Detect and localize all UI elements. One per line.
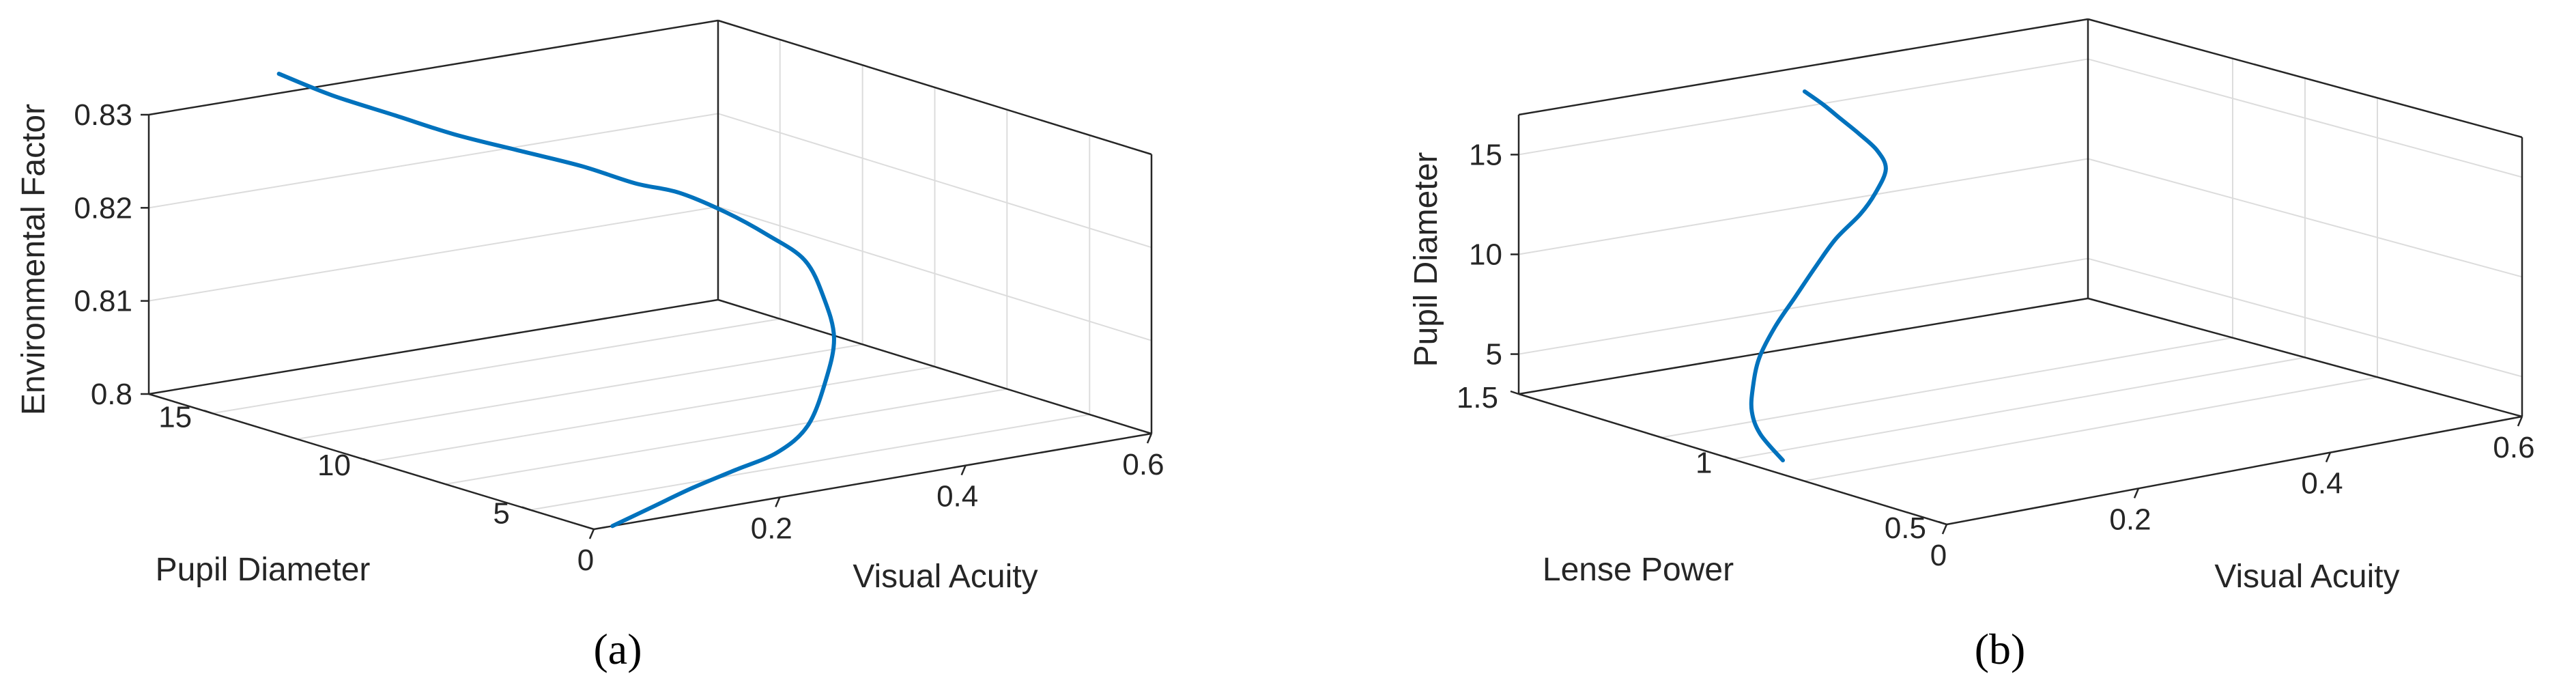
chart-b-tick-y-0	[1938, 520, 1947, 526]
chart-b-ytick-label-2: 1.5	[1457, 381, 1498, 414]
chart-a-zlabel: Environmental Factor	[16, 104, 52, 415]
chart-b-grid-z-back-left-0	[1518, 257, 2089, 355]
chart-a-xtick-label-3: 0.6	[1122, 448, 1164, 481]
chart-a-edge-top-right	[717, 19, 1152, 156]
chart-b-grid-y-floor-1	[1732, 356, 2306, 460]
chart-b-tick-y-2	[1510, 390, 1519, 395]
chart-b-axis-x-line	[1946, 415, 2523, 526]
chart-b-edge-floor-back-right	[2087, 297, 2523, 418]
chart-b-grid-z-back-right-1	[2087, 158, 2523, 278]
chart-b-ztick-label-2: 15	[1469, 138, 1502, 171]
chart-b-grid-x-floor-1	[1661, 337, 2233, 438]
chart-a-grid-y-floor-0	[530, 414, 1090, 511]
chart-b-ztick-label-0: 5	[1486, 338, 1502, 371]
chart-a-tick-x-0	[588, 529, 595, 539]
chart-a-xtick-label-0: 0	[577, 544, 594, 577]
chart-b: 0 0.2 0.4 0.6 0.5 1 1.5 5 10 15 Visual Acuity Lense…	[1408, 18, 2535, 595]
chart-a: 0 0.2 0.4 0.6 5 10 15 0.8 0.81 0.82 0.83 Visual Acu…	[16, 19, 1164, 595]
chart-b-xtick-label-3: 0.6	[2493, 431, 2534, 464]
chart-b-edge-floor-back-left	[1518, 297, 2089, 395]
chart-a-ztick-label-0: 0.8	[91, 378, 132, 411]
chart-b-xtick-label-0: 0	[1930, 539, 1947, 572]
chart-b-ztick-label-1: 10	[1469, 238, 1502, 272]
chart-a-grid-y-floor-2	[212, 318, 780, 414]
chart-b-grid-z-back-right-2	[2087, 58, 2523, 178]
chart-a-grid-x-floor-2	[445, 388, 1007, 485]
chart-b-ytick-label-0: 0.5	[1885, 511, 1926, 545]
chart-a-grid-x-floor-1	[297, 343, 863, 440]
chart-b-ytick-label-1: 1	[1695, 447, 1712, 480]
chart-a-tick-x-2	[960, 465, 967, 476]
chart-b-grid-z-back-left-2	[1518, 58, 2089, 156]
chart-b-tick-x-1	[2133, 488, 2140, 498]
chart-a-grid-z-back-right-2	[717, 113, 1152, 249]
chart-a-grid-y-floor-1	[371, 366, 935, 462]
chart-a-ylabel: Pupil Diameter	[156, 552, 371, 588]
chart-b-series-line-0	[1749, 89, 1888, 463]
chart-a-grid-z-back-right-1	[717, 206, 1152, 341]
chart-b-edge-top-left	[1518, 18, 2089, 116]
chart-a-ztick-label-3: 0.83	[74, 98, 132, 132]
chart-b-xtick-label-1: 0.2	[2109, 503, 2151, 536]
chart-a-tick-x-1	[775, 496, 781, 507]
chart-b-edge-top-right	[2087, 18, 2523, 139]
chart-a-xtick-label-2: 0.4	[936, 480, 978, 514]
chart-b-tick-x-0	[1941, 524, 1948, 535]
chart-b-xlabel: Visual Acuity	[2214, 559, 2399, 595]
chart-a-series-line-0	[276, 72, 836, 529]
chart-a-tick-y-0	[521, 506, 531, 511]
chart-a-ytick-label-2: 15	[158, 400, 192, 434]
chart-b-grid-z-back-right-0	[2087, 257, 2523, 378]
chart-a-tick-y-1	[362, 458, 372, 463]
chart-a-grid-z-back-left-2	[148, 113, 719, 209]
panel-label-b: (b)	[1975, 625, 2026, 673]
chart-a-edge-top-left	[148, 19, 719, 116]
chart-a-grid-z-back-left-1	[148, 206, 719, 302]
chart-a-xtick-label-1: 0.2	[751, 511, 792, 545]
panel-label-a: (a)	[593, 625, 642, 673]
chart-a-ztick-label-1: 0.81	[74, 285, 132, 318]
chart-b-grid-z-back-left-1	[1518, 158, 2089, 255]
chart-a-ztick-label-2: 0.82	[74, 191, 132, 225]
chart-a-xlabel: Visual Acuity	[853, 559, 1037, 595]
chart-b-grid-x-floor-2	[1803, 376, 2378, 482]
chart-a-edge-floor-back-right	[717, 298, 1152, 435]
chart-a-ytick-label-0: 5	[493, 497, 509, 531]
chart-a-axis-x-line	[593, 432, 1152, 531]
chart-b-tick-x-2	[2325, 452, 2332, 463]
chart-b-ylabel: Lense Power	[1543, 552, 1734, 588]
chart-a-edge-floor-back-left	[148, 298, 719, 395]
chart-b-xtick-label-2: 0.4	[2301, 467, 2343, 501]
chart-a-ytick-label-1: 10	[317, 449, 351, 482]
chart-b-tick-y-1	[1724, 455, 1733, 460]
chart-b-zlabel: Pupil Diameter	[1408, 152, 1444, 367]
chart-b-tick-x-3	[2517, 416, 2523, 427]
chart-a-tick-y-2	[203, 410, 213, 414]
chart-a-tick-x-3	[1146, 433, 1153, 444]
